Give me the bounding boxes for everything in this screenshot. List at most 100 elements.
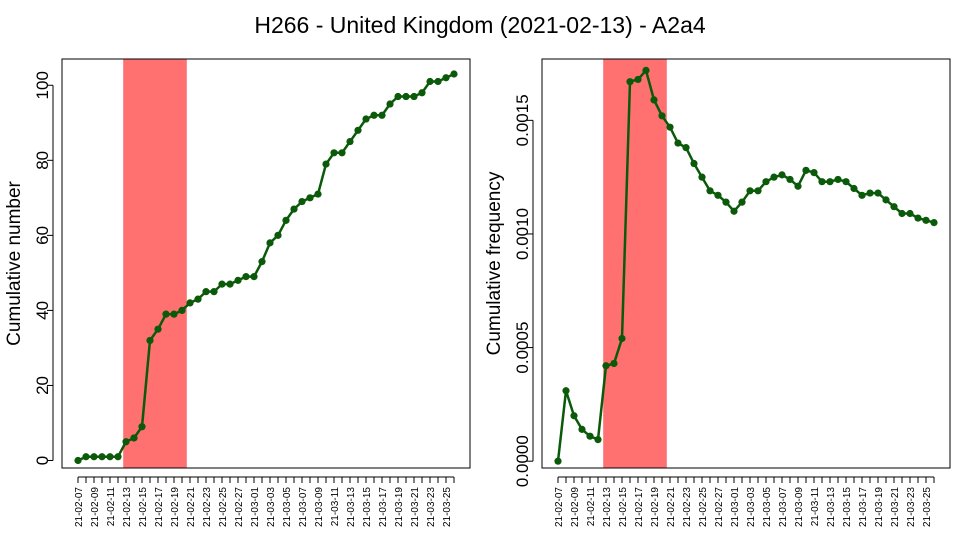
data-point [802,166,810,174]
x-tick-label: 21-03-25 [442,487,453,527]
x-tick-label: 21-03-03 [266,487,277,527]
data-point [586,432,594,440]
data-point [234,276,242,284]
cumulative-frequency-panel: 0.0000 0.0005 0.0010 0.0015 Cumulative frequ… [484,58,951,527]
data-point [138,423,146,431]
data-point [906,209,914,218]
data-point [210,288,218,296]
x-tick-label: 21-03-15 [362,487,373,527]
data-point [202,288,210,296]
chart-title: H266 - United Kingdom (2021-02-13) - A2a… [254,12,706,38]
plot-frame [61,58,471,469]
data-point [554,457,562,465]
data-point [378,111,386,119]
x-tick-label: 21-03-17 [378,487,389,527]
x-tick-label: 21-02-15 [138,487,149,527]
data-point [450,70,458,78]
data-point [274,231,282,239]
data-point [314,190,322,198]
data-point [914,214,922,222]
data-point [810,169,818,177]
data-point [874,189,882,197]
data-point [634,75,642,84]
x-tick-label: 21-02-23 [682,487,693,527]
y-tick-label: 80 [33,151,52,170]
data-point [730,207,738,215]
data-point [418,89,426,97]
x-tick-label: 21-02-27 [714,487,725,527]
data-point [146,336,154,345]
x-tick-label: 21-03-23 [906,487,917,527]
data-point [610,359,618,368]
data-point [786,175,794,184]
data-point [794,182,802,190]
x-tick-label: 21-03-19 [394,487,405,527]
y-axis-label: Cumulative frequency [484,171,505,355]
y-tick-label: 60 [33,226,52,245]
data-point [922,216,930,224]
data-point [594,435,602,444]
x-tick-label: 21-02-11 [106,487,117,527]
data-point [682,144,690,152]
x-tick-label: 21-03-07 [298,487,309,527]
data-point [442,74,450,82]
x-tick-label: 21-02-09 [570,487,581,527]
data-point [386,100,394,108]
data-point [930,219,938,227]
highlight-band [123,59,187,468]
data-point [658,112,666,120]
x-tick-label: 21-03-13 [346,487,357,527]
data-point [738,198,746,206]
x-tick-label: 21-03-17 [858,487,869,527]
x-tick-label: 21-03-15 [842,487,853,527]
data-point [722,198,730,206]
x-tick-label: 21-02-15 [618,487,629,527]
plot-frame [541,58,951,469]
data-point [362,115,370,123]
data-point [298,197,306,206]
data-point [666,123,674,131]
data-point [890,203,898,211]
data-point [306,194,314,202]
data-point [578,425,586,433]
data-point [770,173,778,181]
data-point [674,139,682,147]
data-point [778,171,786,179]
x-tick-label: 21-03-23 [426,487,437,527]
data-point [818,178,826,186]
x-tick-label: 21-03-01 [730,487,741,527]
x-tick-label: 21-02-19 [170,487,181,527]
data-point [826,178,834,186]
data-point [154,325,162,333]
y-tick-label: 0 [33,456,52,465]
x-tick-label: 21-03-21 [410,487,421,527]
x-tick-label: 21-02-23 [202,487,213,527]
x-tick-label: 21-02-13 [602,487,613,527]
data-point [410,92,418,101]
data-point [850,184,858,193]
data-point [130,434,138,442]
data-point [570,412,578,420]
data-point [242,273,250,281]
x-tick-label: 21-03-09 [794,487,805,527]
data-point [402,92,410,101]
x-tick-label: 21-02-17 [154,487,165,527]
data-point [194,295,202,303]
data-point [162,310,170,318]
data-point [178,306,186,315]
data-point [746,187,754,195]
data-point [338,149,346,157]
data-point [186,299,194,307]
data-point [706,187,714,195]
data-point [250,273,258,281]
x-tick-label: 21-03-01 [250,487,261,527]
data-point [394,92,402,101]
data-point [226,280,234,288]
y-tick-label: 100 [33,71,52,99]
x-tick-label: 21-03-09 [314,487,325,527]
data-point [74,456,82,465]
data-point [90,453,98,461]
x-tick-label: 21-02-21 [666,487,677,527]
data-point [82,453,90,461]
data-point [762,178,770,186]
